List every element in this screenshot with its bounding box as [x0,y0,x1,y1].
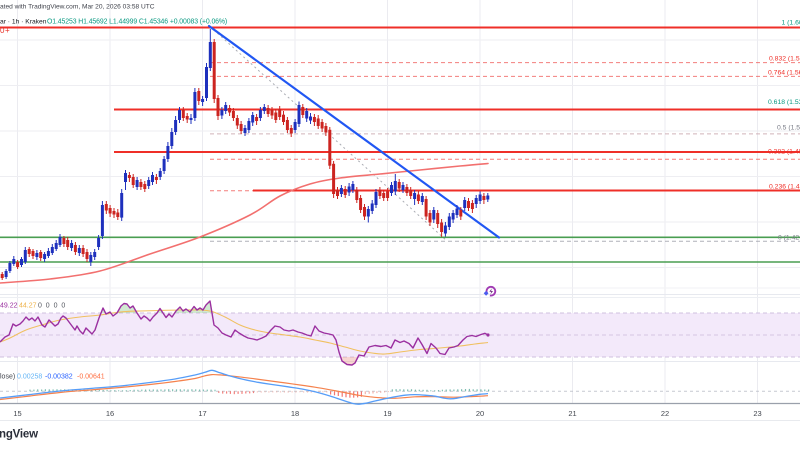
svg-text:lose): lose) [0,374,15,381]
svg-text:ngView: ngView [0,429,38,441]
svg-text:18: 18 [291,409,299,418]
svg-text:0.382 (1.49: 0.382 (1.49 [768,149,800,156]
svg-text:0.618 (1.53: 0.618 (1.53 [768,99,800,106]
svg-text:O1.45253 H1.45692 L1.44999 C1.: O1.45253 H1.45692 L1.44999 C1.45346 +0.0… [47,19,227,26]
svg-text:22: 22 [661,409,669,418]
svg-text:0.236 (1.46: 0.236 (1.46 [769,184,800,191]
svg-text:15: 15 [13,409,21,418]
svg-text:0 (1.42: 0 (1.42 [778,235,799,242]
svg-text:19: 19 [383,409,391,418]
svg-text:20: 20 [476,409,484,418]
svg-text:23: 23 [753,409,761,418]
svg-text:44.27: 44.27 [19,303,37,310]
svg-text:49.22: 49.22 [0,303,18,310]
svg-text:ated with TradingView.com, Mar: ated with TradingView.com, Mar 20, 2026 … [0,4,155,11]
svg-text:0.832 (1.57: 0.832 (1.57 [769,56,800,63]
svg-text:+: + [5,26,10,35]
svg-text:0.00258: 0.00258 [17,374,42,381]
svg-text:ar · 1h · Kraken: ar · 1h · Kraken [0,19,47,26]
svg-text:0.5 (1.51: 0.5 (1.51 [777,125,800,132]
svg-text:17: 17 [198,409,206,418]
svg-text:21: 21 [568,409,576,418]
svg-text:-0.00382: -0.00382 [45,374,73,381]
svg-text:16: 16 [106,409,114,418]
svg-text:1 (1.60: 1 (1.60 [782,20,800,27]
svg-text:0.764 (1.56: 0.764 (1.56 [768,70,800,77]
svg-text:-0.00641: -0.00641 [77,374,105,381]
svg-text:0 0 0 0: 0 0 0 0 [38,303,65,310]
